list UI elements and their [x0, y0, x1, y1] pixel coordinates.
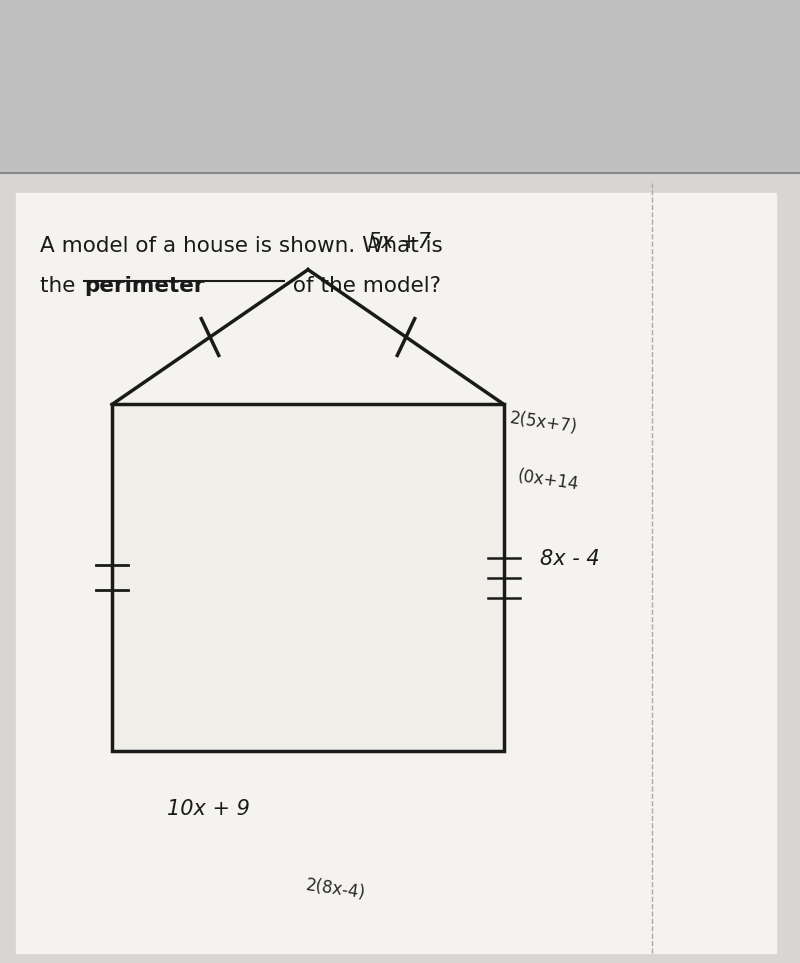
Bar	[16, 193, 776, 953]
Text: 2(5x+7): 2(5x+7)	[508, 409, 578, 436]
Text: 10x + 9: 10x + 9	[166, 799, 250, 820]
Bar	[0, 173, 800, 963]
Text: 5x +7: 5x +7	[369, 232, 431, 252]
Text: (0x+14: (0x+14	[516, 467, 580, 493]
Text: of the model?: of the model?	[286, 276, 441, 297]
Polygon shape	[112, 404, 504, 751]
Text: 2(8x-4): 2(8x-4)	[304, 876, 366, 902]
Text: 8x - 4: 8x - 4	[540, 549, 600, 568]
Bar	[0, 0, 800, 173]
Text: the: the	[40, 276, 82, 297]
Text: A model of a house is shown. What is: A model of a house is shown. What is	[40, 236, 442, 256]
Text: perimeter: perimeter	[84, 276, 205, 297]
